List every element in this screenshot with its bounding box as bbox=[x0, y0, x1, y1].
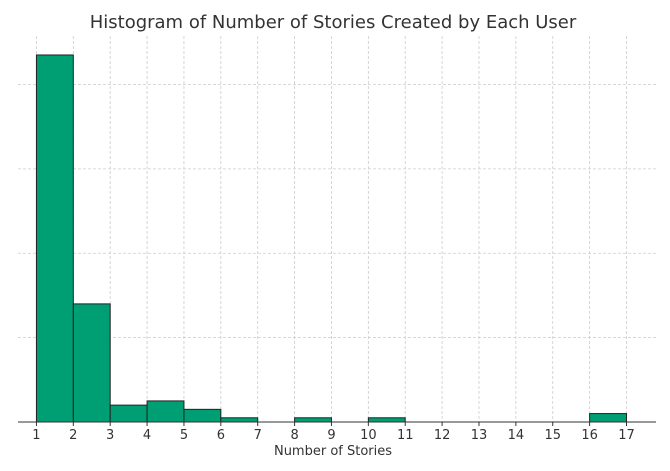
histogram-bar bbox=[35, 54, 74, 423]
x-tick-label: 17 bbox=[618, 428, 635, 443]
grid bbox=[18, 36, 656, 422]
x-axis-label: Number of Stories bbox=[274, 444, 392, 459]
histogram-bar bbox=[183, 408, 222, 423]
x-tick-label: 16 bbox=[581, 428, 598, 443]
x-tick-label: 10 bbox=[360, 428, 377, 443]
x-tick-label: 1 bbox=[32, 428, 40, 443]
x-ticks: 1 2 3 4 5 6 7 8 9 10 11 12 13 14 15 16 17 bbox=[32, 422, 635, 443]
histogram-bar bbox=[294, 417, 332, 423]
chart-title: Histogram of Number of Stories Created b… bbox=[90, 12, 577, 33]
x-tick-label: 9 bbox=[327, 428, 335, 443]
histogram-bar bbox=[220, 417, 259, 423]
x-tick-label: 8 bbox=[290, 428, 298, 443]
x-tick-label: 6 bbox=[217, 428, 225, 443]
x-tick-label: 4 bbox=[143, 428, 151, 443]
x-tick-label: 2 bbox=[69, 428, 77, 443]
histogram-bar bbox=[589, 413, 627, 423]
bars bbox=[35, 54, 627, 423]
histogram-bar bbox=[72, 303, 111, 423]
x-tick-label: 13 bbox=[471, 428, 488, 443]
x-tick-label: 15 bbox=[544, 428, 561, 443]
x-tick-label: 3 bbox=[106, 428, 114, 443]
histogram-bar bbox=[367, 417, 406, 423]
x-tick-label: 14 bbox=[508, 428, 525, 443]
x-tick-label: 11 bbox=[397, 428, 414, 443]
x-tick-label: 5 bbox=[180, 428, 188, 443]
histogram-bar bbox=[146, 400, 185, 423]
x-tick-label: 12 bbox=[434, 428, 451, 443]
histogram-bar bbox=[109, 404, 148, 423]
x-tick-label: 7 bbox=[254, 428, 262, 443]
